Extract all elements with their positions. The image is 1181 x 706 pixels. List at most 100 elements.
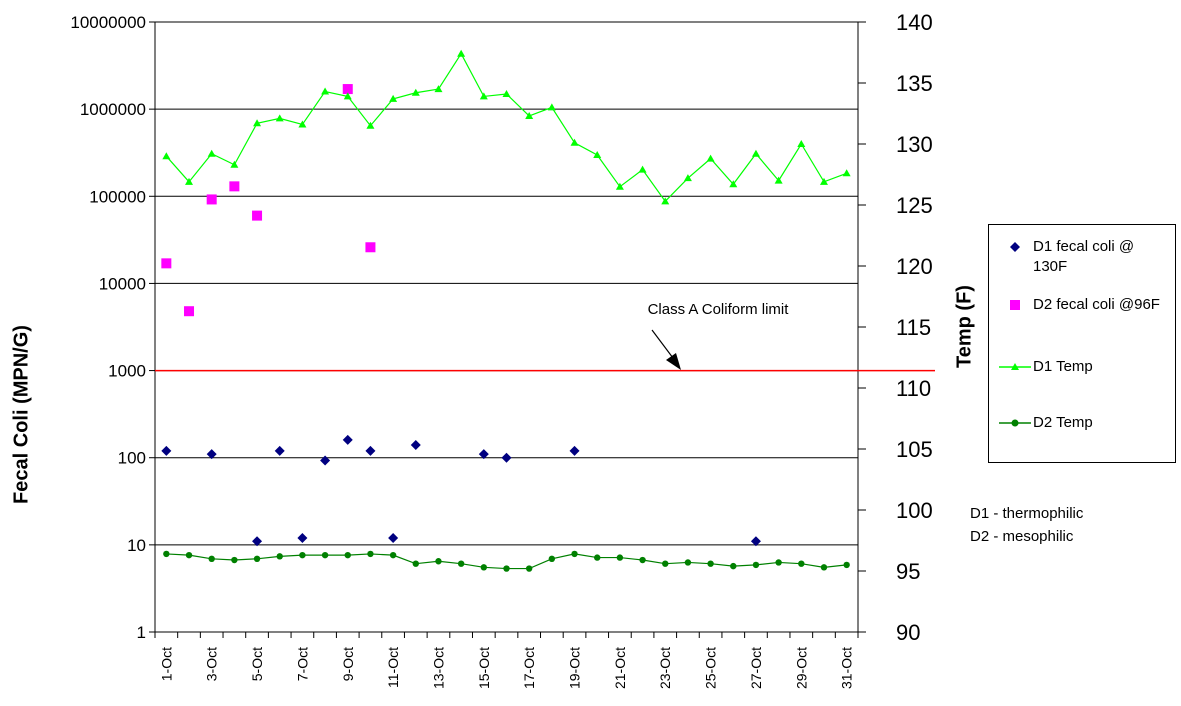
data-point-circle	[299, 551, 306, 559]
data-point-triangle	[207, 149, 216, 157]
data-point-triangle	[502, 89, 511, 97]
y-left-tick-label: 1000000	[80, 100, 146, 119]
y-axis-right-title: Temp (F)	[953, 285, 976, 368]
data-point-circle	[571, 550, 578, 558]
legend-square-marker-icon	[1010, 300, 1020, 310]
data-point-circle	[707, 560, 714, 567]
data-point-diamond	[478, 449, 489, 460]
data-point-triangle	[298, 120, 307, 128]
x-tick-label: 3-Oct	[204, 647, 220, 681]
x-tick-label: 31-Oct	[839, 647, 855, 689]
legend-triangle-marker-icon	[999, 363, 1031, 370]
x-tick-label: 5-Oct	[249, 647, 265, 681]
x-tick-label: 21-Oct	[612, 647, 628, 689]
data-point-square	[206, 194, 217, 205]
data-point-circle	[843, 561, 850, 569]
data-point-circle	[525, 565, 533, 572]
data-point-triangle	[751, 149, 760, 157]
data-point-circle	[639, 556, 646, 564]
y-left-tick-label: 1	[137, 623, 146, 642]
data-point-square	[342, 84, 353, 95]
data-point-square	[161, 258, 172, 269]
data-point-diamond	[501, 452, 512, 463]
data-point-triangle	[366, 121, 375, 129]
y-right-tick-label: 140	[896, 10, 933, 35]
y-right-tick-label: 125	[896, 193, 933, 218]
data-point-circle	[616, 554, 624, 561]
legend-label: D2 Temp	[1033, 414, 1093, 431]
legend-diamond-marker-icon	[1010, 242, 1020, 252]
data-point-diamond	[274, 445, 285, 456]
legend-label: D1 fecal coli @ 130F	[1033, 238, 1135, 275]
data-point-triangle	[321, 87, 330, 95]
data-point-circle	[662, 560, 669, 567]
data-point-circle	[752, 561, 760, 569]
data-point-circle	[594, 554, 601, 561]
x-tick-label: 27-Oct	[748, 647, 764, 689]
x-tick-label: 23-Oct	[657, 647, 673, 689]
data-point-diamond	[342, 434, 353, 445]
legend-circle-marker-icon	[999, 419, 1031, 427]
y-right-tick-label: 120	[896, 254, 933, 279]
data-point-circle	[798, 560, 805, 567]
legend: D1 fecal coli @ 130F D2 fecal coli @96F …	[988, 224, 1176, 463]
data-point-circle	[344, 551, 351, 559]
data-point-circle	[503, 565, 510, 572]
data-point-circle	[321, 551, 329, 559]
y-left-tick-label: 100	[118, 449, 146, 468]
x-tick-label: 17-Oct	[521, 647, 537, 689]
annotation-arrowhead	[666, 353, 681, 370]
y-right-tick-label: 105	[896, 437, 933, 462]
data-point-triangle	[661, 197, 670, 205]
data-point-diamond	[161, 445, 172, 456]
data-point-triangle	[185, 177, 194, 185]
x-tick-label: 19-Oct	[567, 647, 583, 689]
x-tick-label: 7-Oct	[294, 647, 310, 681]
data-point-triangle	[162, 152, 171, 160]
data-point-triangle	[706, 154, 715, 162]
data-point-triangle	[638, 165, 647, 173]
y-left-tick-label: 100000	[89, 187, 146, 206]
reference-line-label: Class A Coliform limit	[648, 301, 790, 318]
data-point-triangle	[230, 160, 239, 168]
data-point-diamond	[206, 449, 217, 460]
data-point-circle	[276, 553, 283, 560]
data-point-triangle	[729, 180, 738, 188]
x-tick-label: 13-Oct	[430, 647, 446, 689]
y-left-tick-label: 1000	[108, 362, 146, 381]
data-point-diamond	[365, 445, 376, 456]
y-right-tick-label: 110	[896, 376, 931, 401]
data-point-diamond	[297, 532, 308, 543]
data-point-triangle	[593, 150, 602, 158]
data-point-circle	[820, 564, 828, 571]
data-point-circle	[231, 556, 238, 564]
note-d1: D1 - thermophilic	[970, 505, 1084, 522]
y-axis-left-title: Fecal Coli (MPN/G)	[10, 325, 33, 504]
data-point-circle	[435, 558, 442, 565]
data-point-triangle	[683, 174, 692, 182]
data-point-triangle	[797, 140, 806, 147]
x-tick-label: 15-Oct	[476, 647, 492, 689]
data-point-circle	[480, 564, 488, 571]
data-point-triangle	[615, 182, 624, 190]
data-point-triangle	[547, 103, 556, 111]
x-tick-label: 1-Oct	[158, 647, 174, 681]
data-point-square	[252, 210, 263, 221]
data-point-circle	[367, 550, 374, 558]
data-point-triangle	[275, 114, 284, 122]
data-point-circle	[684, 559, 692, 566]
data-point-circle	[253, 555, 261, 562]
data-point-circle	[208, 555, 215, 562]
y-right-tick-label: 90	[896, 620, 920, 645]
data-point-triangle	[570, 138, 579, 146]
legend-label: D2 fecal coli @96F	[1033, 296, 1160, 313]
x-tick-label: 29-Oct	[793, 647, 809, 689]
data-point-square	[184, 306, 195, 317]
series-line	[165, 52, 847, 203]
data-point-triangle	[434, 85, 443, 93]
data-point-circle	[548, 555, 556, 562]
x-tick-label: 25-Oct	[703, 647, 719, 689]
data-point-triangle	[457, 49, 466, 57]
